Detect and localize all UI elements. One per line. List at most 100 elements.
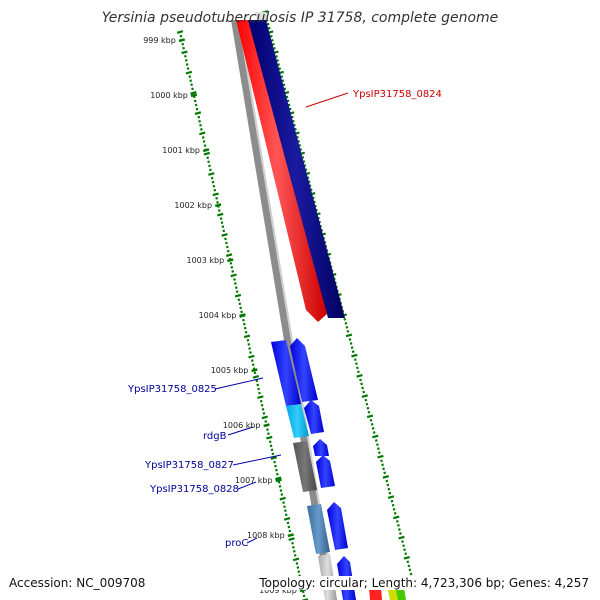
tick-major — [230, 273, 237, 278]
tick-minor — [296, 566, 300, 569]
tick-minor — [374, 439, 378, 442]
ruler-tick — [190, 93, 198, 98]
label-ypsip31758-0825[interactable]: YpsIP31758_0825 — [127, 384, 217, 395]
tick-minor — [197, 115, 201, 119]
tick-minor — [237, 298, 241, 302]
tick-minor — [406, 560, 410, 564]
ruler-tick — [214, 203, 222, 208]
tick-minor — [346, 330, 350, 333]
tick-major — [366, 414, 374, 419]
tick-major — [190, 91, 197, 95]
tick-minor — [353, 358, 357, 362]
label-rdgb[interactable]: rdgB — [203, 431, 227, 442]
gene-0828[interactable] — [316, 455, 335, 488]
tick-minor — [390, 499, 394, 503]
tick-minor — [190, 83, 193, 87]
gene-navy-bar[interactable] — [248, 20, 345, 318]
tick-minor — [184, 54, 187, 58]
gene-rdgb-cyan[interactable] — [286, 404, 309, 438]
tick-minor — [284, 509, 287, 513]
tick-minor — [273, 460, 276, 464]
tick-major — [266, 435, 273, 440]
tick-minor — [267, 432, 270, 436]
callout-lines — [214, 92, 349, 544]
tick-minor — [351, 350, 355, 353]
tick-minor — [202, 140, 206, 143]
tick-major — [261, 415, 268, 420]
tick-minor — [372, 431, 376, 434]
gene-0825-a[interactable] — [271, 340, 301, 406]
tick-minor — [229, 261, 233, 265]
tick-minor — [255, 379, 259, 383]
gene-proc-blue[interactable] — [327, 502, 348, 550]
tick-minor — [181, 42, 185, 46]
tick-minor — [262, 412, 266, 415]
tick-minor — [198, 119, 201, 123]
tick-minor — [191, 87, 194, 91]
tick-minor — [371, 427, 375, 430]
tick-minor — [182, 46, 185, 50]
tick-minor — [240, 310, 243, 314]
ruler-tick — [275, 478, 282, 483]
tick-minor — [387, 487, 391, 491]
ruler-label: 1008 kbp — [247, 531, 285, 540]
tick-minor — [219, 217, 223, 220]
ruler-label: 1000 kbp — [150, 91, 188, 100]
tick-minor — [357, 370, 360, 374]
tick-minor — [360, 382, 363, 386]
tick-minor — [199, 123, 202, 127]
tick-minor — [224, 237, 227, 241]
ruler-label: 1007 kbp — [235, 476, 273, 485]
gene-bottom-yellow — [388, 588, 398, 600]
label-ypsip31758-0827[interactable]: YpsIP31758_0827 — [144, 460, 234, 471]
gene-0827-gray[interactable] — [293, 441, 317, 492]
tick-minor — [203, 144, 207, 147]
tick-minor — [210, 176, 214, 180]
tick-minor — [213, 188, 217, 192]
tick-minor — [291, 541, 294, 545]
label-ypsip31758-0828[interactable]: YpsIP31758_0828 — [149, 484, 239, 495]
label-ypsip31758-0824[interactable]: YpsIP31758_0824 — [352, 89, 442, 100]
tick-major — [345, 333, 353, 338]
gene-rdgb-blue[interactable] — [304, 400, 324, 434]
tick-minor — [269, 444, 273, 448]
gene-0827[interactable] — [313, 439, 329, 456]
tick-minor — [188, 75, 192, 78]
tick-major — [212, 192, 219, 197]
tick-minor — [274, 464, 277, 468]
tick-minor — [266, 428, 269, 431]
tick-minor — [233, 278, 236, 281]
gene-0825-b[interactable] — [290, 338, 318, 402]
tick-minor — [200, 128, 203, 131]
tick-minor — [376, 443, 379, 446]
tick-minor — [367, 410, 371, 414]
gene-proc-steel[interactable] — [307, 504, 330, 554]
tick-major — [387, 495, 395, 499]
tick-minor — [273, 47, 276, 50]
tick-minor — [380, 459, 383, 463]
tick-minor — [361, 386, 364, 390]
tick-minor — [194, 103, 198, 107]
tick-minor — [193, 99, 197, 103]
tick-minor — [397, 524, 400, 527]
tick-major — [292, 557, 300, 562]
tick-minor — [393, 511, 397, 515]
label-proc[interactable]: proC — [225, 538, 248, 549]
ruler-label: 1002 kbp — [174, 201, 212, 210]
tick-minor — [277, 480, 281, 484]
tick-minor — [248, 347, 251, 350]
gene-red-arrow[interactable] — [236, 20, 327, 322]
ruler-tick — [263, 423, 270, 428]
tick-minor — [278, 485, 282, 488]
tick-minor — [243, 326, 247, 330]
tick-minor — [392, 507, 396, 511]
tick-minor — [362, 390, 366, 394]
tick-ring-left — [176, 30, 309, 600]
tick-minor — [364, 398, 368, 402]
tick-minor — [348, 338, 352, 341]
map-title: Yersinia pseudotuberculosis IP 31758, co… — [101, 10, 499, 26]
tick-minor — [259, 399, 263, 403]
tick-minor — [225, 245, 229, 249]
tick-major — [176, 30, 184, 34]
